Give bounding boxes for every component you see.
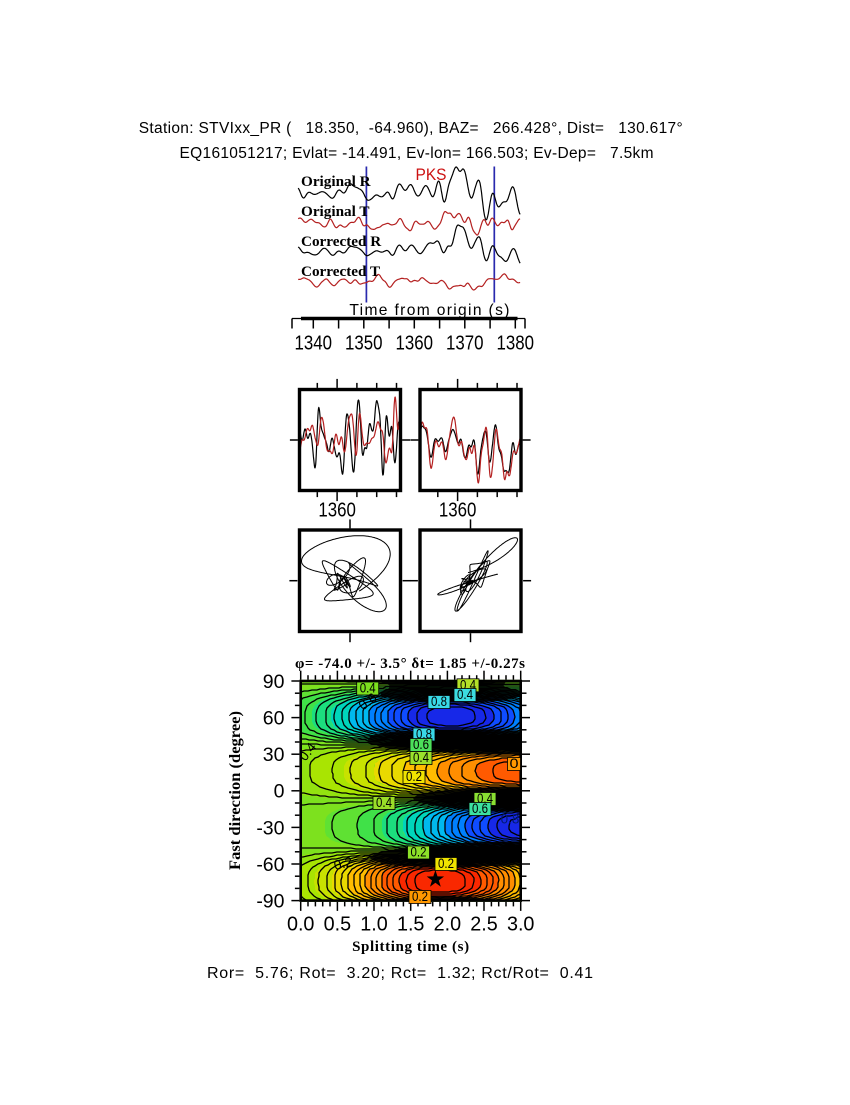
svg-text:0.2: 0.2	[412, 889, 428, 904]
svg-text:-60: -60	[256, 854, 284, 876]
svg-text:0.0: 0.0	[287, 913, 315, 936]
svg-text:1380: 1380	[497, 332, 535, 354]
svg-text:0.4: 0.4	[457, 687, 473, 702]
svg-text:Station: STVIxx_PR ( 18.350,: Station: STVIxx_PR ( 18.350, -64.960), B…	[139, 120, 683, 137]
svg-text:Fast direction (degree): Fast direction (degree)	[227, 711, 244, 870]
svg-text:-90: -90	[256, 891, 284, 913]
svg-text:3.0: 3.0	[507, 913, 535, 936]
svg-text:2.0: 2.0	[434, 913, 462, 936]
svg-text:EQ161051217; Evlat= -14.491, E: EQ161051217; Evlat= -14.491, Ev-lon= 166…	[180, 145, 654, 162]
svg-text:Time from origin (s): Time from origin (s)	[349, 302, 509, 319]
svg-text:Original R: Original R	[301, 173, 372, 190]
svg-text:Original T: Original T	[301, 203, 370, 220]
svg-text:Ror= 5.76; Rot= 3.20; Rct=: Ror= 5.76; Rot= 3.20; Rct= 1.32; Rct/Rot…	[207, 965, 593, 982]
svg-text:φ= -74.0 +/- 3.5° δt= 1.85 +/-: φ= -74.0 +/- 3.5° δt= 1.85 +/-0.27s	[295, 656, 525, 672]
svg-text:0: 0	[510, 756, 519, 771]
svg-text:0: 0	[274, 781, 285, 803]
svg-text:0.4: 0.4	[376, 795, 392, 810]
svg-text:Corrected T: Corrected T	[301, 263, 380, 280]
svg-text:Splitting time (s): Splitting time (s)	[352, 939, 469, 955]
svg-text:0.8: 0.8	[431, 694, 447, 709]
svg-text:2.5: 2.5	[470, 913, 498, 936]
svg-text:1360: 1360	[396, 332, 434, 354]
svg-text:30: 30	[263, 744, 285, 766]
svg-text:1350: 1350	[345, 332, 383, 354]
svg-text:1360: 1360	[318, 499, 356, 521]
svg-text:90: 90	[263, 671, 285, 693]
svg-text:0.2: 0.2	[411, 845, 427, 860]
svg-text:0.2: 0.2	[332, 854, 354, 873]
svg-text:1.0: 1.0	[360, 913, 388, 936]
svg-text:0.8: 0.8	[501, 812, 520, 827]
svg-text:0.6: 0.6	[413, 737, 429, 752]
svg-text:1340: 1340	[295, 332, 333, 354]
svg-text:0.2: 0.2	[406, 769, 422, 784]
svg-text:0.8: 0.8	[416, 727, 432, 742]
svg-text:1360: 1360	[439, 499, 477, 521]
svg-text:0.5: 0.5	[324, 913, 352, 936]
svg-text:-30: -30	[256, 817, 284, 839]
svg-text:0.4: 0.4	[413, 750, 429, 765]
svg-text:0.2: 0.2	[438, 856, 454, 871]
svg-text:PKS: PKS	[416, 166, 447, 184]
svg-text:0.6: 0.6	[472, 801, 488, 816]
svg-text:1370: 1370	[446, 332, 484, 354]
svg-text:1.5: 1.5	[397, 913, 425, 936]
svg-text:Corrected R: Corrected R	[301, 233, 382, 250]
svg-text:0.4: 0.4	[360, 681, 376, 696]
svg-text:60: 60	[263, 708, 285, 730]
